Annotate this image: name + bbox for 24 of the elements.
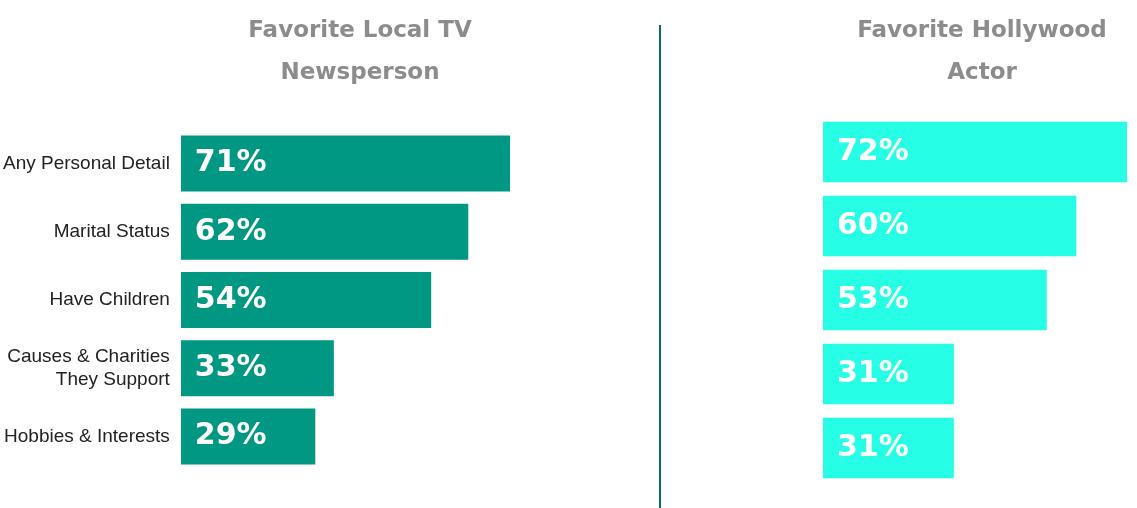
y-tick-label: Causes & Charities They Support	[7, 345, 171, 389]
chart-title: Favorite Local TV Newsperson	[247, 15, 473, 86]
data-label: 60%	[837, 205, 909, 241]
y-tick-label: Hobbies & Interests	[4, 424, 170, 446]
bar	[180, 340, 334, 397]
bar	[180, 272, 432, 328]
y-tick-label: Have Children	[49, 288, 170, 310]
data-label: 72%	[837, 131, 909, 167]
y-tick-label: Marital Status	[53, 219, 170, 241]
data-label: 54%	[194, 279, 267, 315]
data-label: 33%	[194, 348, 267, 384]
data-label: 53%	[837, 279, 909, 315]
bar	[823, 121, 1127, 183]
bar	[823, 269, 1047, 331]
y-tick-label: Any Personal Detail	[2, 151, 170, 173]
data-label: 71%	[194, 143, 267, 179]
data-label: 29%	[194, 416, 267, 452]
chart-title: Favorite Hollywood Actor	[856, 15, 1108, 86]
data-label: 31%	[837, 353, 909, 389]
bar	[180, 135, 510, 192]
bar	[180, 203, 469, 260]
data-label: 62%	[194, 211, 267, 247]
data-label: 31%	[837, 427, 909, 463]
bar	[823, 195, 1077, 257]
